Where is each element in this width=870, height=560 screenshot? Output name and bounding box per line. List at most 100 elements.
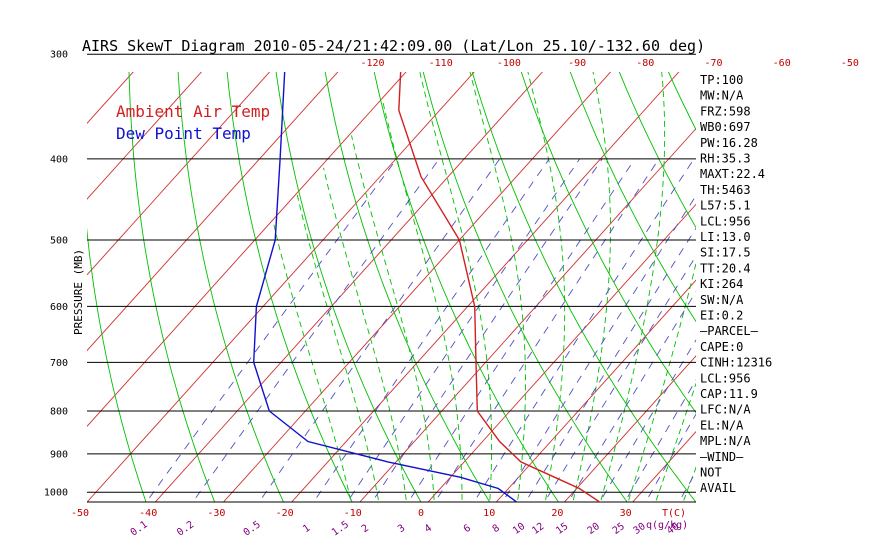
pressure-tick-label: 900 bbox=[50, 449, 68, 460]
dry-adiabat-line bbox=[852, 0, 870, 510]
pressure-tick-label: 400 bbox=[50, 154, 68, 165]
dry-adiabat-line bbox=[520, 72, 696, 414]
isotherm-line bbox=[427, 203, 696, 502]
index-entry: EL:N/A bbox=[700, 418, 744, 432]
mixing-ratio-unit: q(g/kg) bbox=[646, 520, 688, 531]
top-temp-tick-label: -50 bbox=[841, 58, 859, 69]
mixing-ratio-label: 8 bbox=[491, 523, 502, 535]
isotherm-line bbox=[154, 72, 543, 502]
bottom-temp-tick-label: -50 bbox=[71, 508, 89, 519]
dry-adiabat-lines bbox=[87, 0, 870, 510]
mixing-ratio-label: 15 bbox=[554, 521, 570, 537]
legend: Ambient Air Temp Dew Point Temp bbox=[116, 102, 270, 143]
index-entry: CAPE:0 bbox=[700, 340, 743, 354]
mixing-ratio-line bbox=[145, 158, 398, 502]
mixing-ratio-line bbox=[371, 158, 603, 502]
profile-series bbox=[252, 72, 601, 502]
mixing-ratio-line bbox=[313, 158, 550, 502]
index-entry: –WIND– bbox=[700, 450, 744, 464]
mixing-ratio-label: 0.5 bbox=[242, 519, 263, 538]
bottom-temp-tick-label: 20 bbox=[551, 508, 563, 519]
pressure-tick-label: 800 bbox=[50, 407, 68, 418]
isotherm-line bbox=[0, 0, 185, 510]
mixing-ratio-line bbox=[473, 158, 695, 502]
isotherm-line bbox=[0, 0, 458, 510]
legend-dew-point: Dew Point Temp bbox=[116, 124, 251, 143]
dry-adiabat-line bbox=[781, 0, 870, 510]
isotherm-line bbox=[222, 72, 612, 502]
isotherm-line bbox=[87, 72, 202, 200]
index-entry: MPL:N/A bbox=[700, 434, 751, 448]
index-entry: SW:N/A bbox=[700, 293, 744, 307]
moist-adiabat-line bbox=[600, 72, 666, 502]
top-temp-tick-label: -60 bbox=[773, 58, 791, 69]
index-entry: NOT bbox=[700, 466, 722, 480]
mixing-ratio-label: 12 bbox=[530, 521, 546, 537]
top-temp-tick-label: -90 bbox=[568, 58, 586, 69]
top-temp-tick-label: -120 bbox=[360, 58, 384, 69]
pressure-tick-label: 600 bbox=[50, 302, 68, 313]
moist-adiabat-line bbox=[469, 72, 526, 502]
mixing-ratio-line bbox=[524, 227, 696, 502]
index-entry: SI:17.5 bbox=[700, 246, 751, 260]
mixing-ratio-label: 1 bbox=[301, 523, 312, 535]
chart-title: AIRS SkewT Diagram 2010-05-24/21:42:09.0… bbox=[82, 37, 705, 55]
dry-adiabat-line bbox=[745, 0, 870, 510]
mixing-ratio-label: 6 bbox=[462, 523, 473, 535]
mixing-ratio-line bbox=[624, 379, 696, 502]
dry-adiabat-line bbox=[226, 72, 353, 502]
index-entry: LCL:956 bbox=[700, 214, 751, 228]
mixing-ratio-label: 0.1 bbox=[129, 519, 150, 538]
top-temp-tick-label: -110 bbox=[429, 58, 453, 69]
mixing-ratio-label: 25 bbox=[611, 521, 627, 537]
isotherm-line bbox=[87, 72, 407, 428]
bottom-temp-tick-label: -40 bbox=[139, 508, 157, 519]
isotherm-line bbox=[291, 72, 680, 502]
isobar-lines bbox=[87, 53, 696, 503]
moist-adiabat-line bbox=[381, 99, 463, 502]
bottom-temp-tick-label: 10 bbox=[483, 508, 495, 519]
bottom-temp-tick-label: -10 bbox=[344, 508, 362, 519]
mixing-ratio-label: 3 bbox=[396, 523, 407, 535]
moist-adiabat-line bbox=[419, 72, 493, 502]
isotherm-line bbox=[0, 0, 253, 510]
isotherm-line bbox=[87, 72, 339, 352]
index-entry: MAXT:22.4 bbox=[700, 167, 765, 181]
moist-adiabat-line bbox=[323, 167, 407, 502]
dry-adiabat-line bbox=[275, 72, 422, 502]
mixing-ratio-line bbox=[599, 339, 696, 502]
isotherm-line bbox=[87, 72, 271, 276]
index-entry: RH:35.3 bbox=[700, 152, 751, 166]
mixing-ratio-line bbox=[502, 194, 696, 502]
mixing-ratio-label: 2 bbox=[360, 523, 371, 535]
index-entry: TP:100 bbox=[700, 73, 743, 87]
isotherm-line bbox=[0, 0, 389, 510]
mixing-ratio-line bbox=[645, 413, 696, 502]
mixing-ratio-label: 4 bbox=[423, 523, 434, 535]
moist-adiabat-line bbox=[272, 221, 352, 502]
index-entry: FRZ:598 bbox=[700, 104, 751, 118]
dry-adiabat-line bbox=[422, 72, 628, 502]
index-entry: TT:20.4 bbox=[700, 261, 751, 275]
index-entry: LCL:956 bbox=[700, 371, 751, 385]
index-entry: PW:16.28 bbox=[700, 136, 758, 150]
bottom-temp-tick-label: 0 bbox=[418, 508, 424, 519]
mixing-ratio-line bbox=[346, 158, 581, 502]
index-entry: –PARCEL– bbox=[700, 324, 759, 338]
index-entry: AVAIL bbox=[700, 481, 736, 495]
mixing-ratio-line bbox=[258, 158, 501, 502]
pressure-tick-label: 700 bbox=[50, 358, 68, 369]
index-entry: CAP:11.9 bbox=[700, 387, 758, 401]
index-entry: MW:N/A bbox=[700, 89, 744, 103]
index-entry: KI:264 bbox=[700, 277, 743, 291]
isotherm-line bbox=[87, 72, 475, 502]
moist-adiabat-lines bbox=[272, 72, 696, 502]
dew-point-line bbox=[252, 72, 518, 502]
mixing-ratio-line bbox=[567, 290, 696, 502]
index-entry: LFC:N/A bbox=[700, 403, 751, 417]
bottom-unit-label: T(C) bbox=[662, 508, 686, 519]
index-entry: WB0:697 bbox=[700, 120, 751, 134]
mixing-ratio-line bbox=[407, 158, 636, 502]
